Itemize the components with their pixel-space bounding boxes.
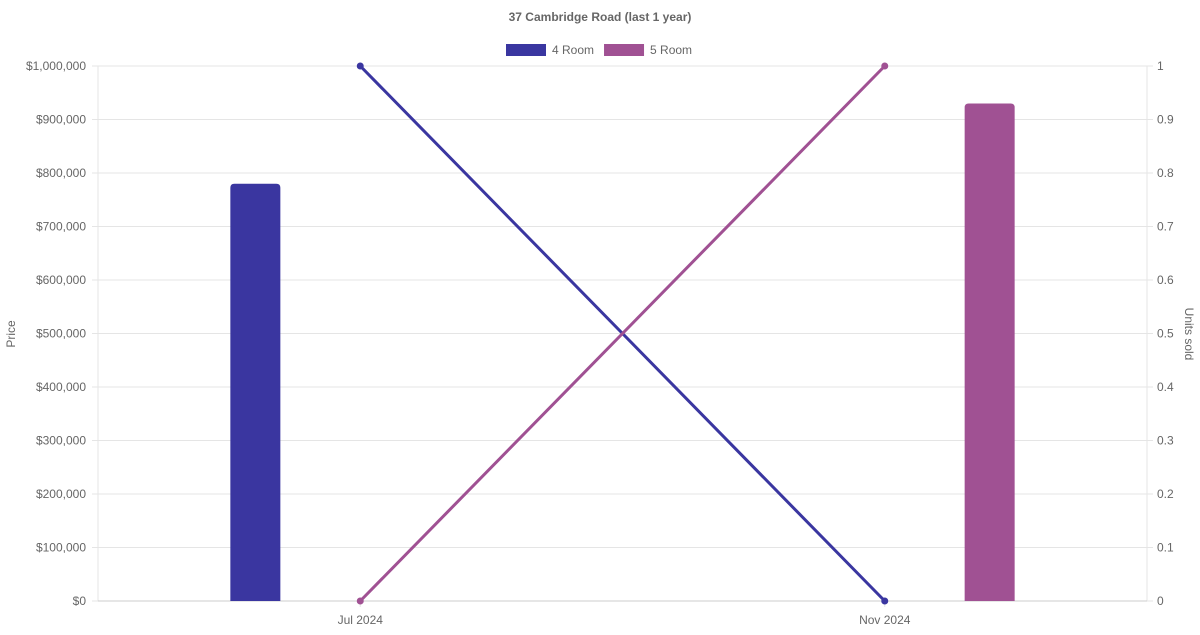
y-tick-label: $600,000: [36, 273, 86, 287]
y-right-tick-label: 0.5: [1157, 327, 1174, 341]
bar-4-room: [230, 183, 281, 601]
y-right-tick-label: 1: [1157, 59, 1164, 73]
y-tick-label: $700,000: [36, 220, 86, 234]
y-tick-label: $800,000: [36, 166, 86, 180]
legend-swatch: [506, 44, 546, 56]
y-tick-label: $1,000,000: [26, 59, 86, 73]
legend-label: 4 Room: [552, 43, 594, 57]
bar-5-room: [964, 103, 1015, 601]
y-tick-label: $100,000: [36, 541, 86, 555]
y-axis-right: 0 0.1 0.2 0.3 0.4 0.5 0.6 0.7 0.8 0.9 1: [1157, 59, 1174, 608]
y-axis-left-label: Price: [4, 320, 18, 348]
y-right-tick-label: 0.9: [1157, 113, 1174, 127]
legend-swatch: [604, 44, 645, 56]
y-right-tick-label: 0.4: [1157, 380, 1174, 394]
y-axis-left: $0 $100,000 $200,000 $300,000 $400,000 $500,0…: [26, 59, 86, 608]
x-axis: Jul 2024 Nov 2024: [338, 601, 911, 627]
y-right-tick-label: 0.7: [1157, 220, 1174, 234]
lines: [356, 62, 889, 605]
legend: 4 Room 5 Room: [506, 43, 692, 57]
chart-title: 37 Cambridge Road (last 1 year): [509, 10, 692, 24]
legend-label: 5 Room: [650, 43, 692, 57]
y-axis-right-label: Units sold: [1182, 308, 1196, 361]
y-right-tick-label: 0: [1157, 594, 1164, 608]
line-5-room: [359, 64, 886, 603]
y-right-tick-label: 0.2: [1157, 487, 1174, 501]
y-tick-label: $200,000: [36, 487, 86, 501]
line-point: [881, 597, 889, 605]
line-point: [881, 62, 889, 70]
y-tick-label: $900,000: [36, 113, 86, 127]
y-right-tick-label: 0.6: [1157, 273, 1174, 287]
x-tick-label: Nov 2024: [859, 613, 911, 627]
y-tick-label: $400,000: [36, 380, 86, 394]
y-tick-label: $500,000: [36, 327, 86, 341]
x-tick-label: Jul 2024: [338, 613, 384, 627]
y-right-tick-label: 0.8: [1157, 166, 1174, 180]
bars: [230, 103, 1015, 601]
y-right-tick-label: 0.3: [1157, 434, 1174, 448]
line-point: [356, 62, 364, 70]
line-point: [356, 597, 364, 605]
y-right-tick-label: 0.1: [1157, 541, 1174, 555]
y-tick-label: $0: [73, 594, 87, 608]
y-tick-label: $300,000: [36, 434, 86, 448]
